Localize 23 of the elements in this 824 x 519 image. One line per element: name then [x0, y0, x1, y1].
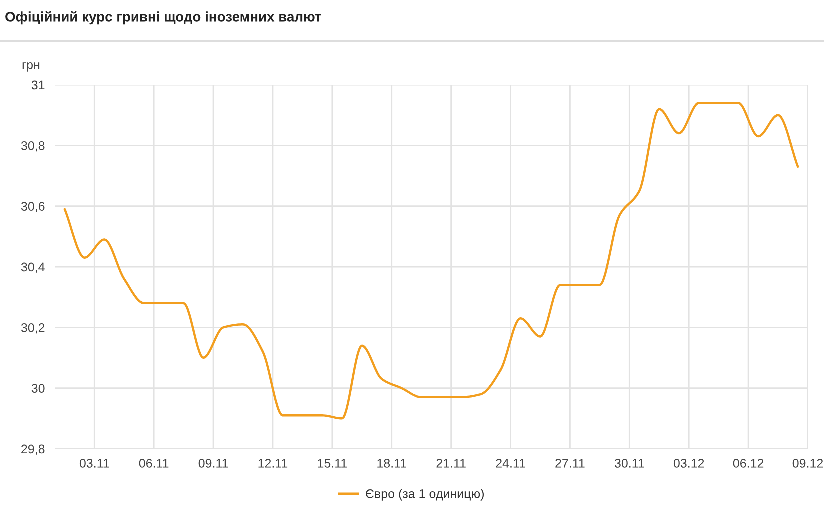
y-tick-label: 30,6	[21, 202, 45, 212]
x-tick-label: 03.12	[674, 459, 704, 468]
x-tick-label: 09.12	[792, 459, 824, 468]
x-tick-label: 06.11	[139, 459, 169, 468]
x-tick-label: 30.11	[614, 459, 644, 468]
y-tick-label: 30,2	[21, 323, 45, 334]
x-tick-label: 06.12	[733, 459, 764, 468]
x-tick-label: 27.11	[556, 459, 585, 468]
x-tick-label: 18.11	[378, 459, 406, 468]
y-tick-label: 31	[32, 80, 45, 90]
x-tick-label: 24.11	[496, 459, 526, 468]
legend-label: Євро (за 1 одиницю)	[366, 489, 484, 501]
y-tick-label: 30	[32, 384, 45, 393]
x-tick-label: 09.11	[198, 459, 228, 468]
y-tick-label: 30,8	[21, 141, 45, 152]
y-tick-label: 29,8	[22, 444, 45, 456]
x-tick-label: 21.11	[436, 459, 466, 468]
x-tick-label: 03.11	[80, 459, 110, 468]
x-tick-label: 15.11	[318, 459, 347, 468]
x-tick-label: 12.11	[258, 459, 288, 468]
y-axis-title: грн	[22, 62, 40, 72]
y-tick-label: 30,4	[21, 262, 45, 274]
chart-title: Офіційний курс гривні щодо іноземних валют	[6, 11, 322, 25]
